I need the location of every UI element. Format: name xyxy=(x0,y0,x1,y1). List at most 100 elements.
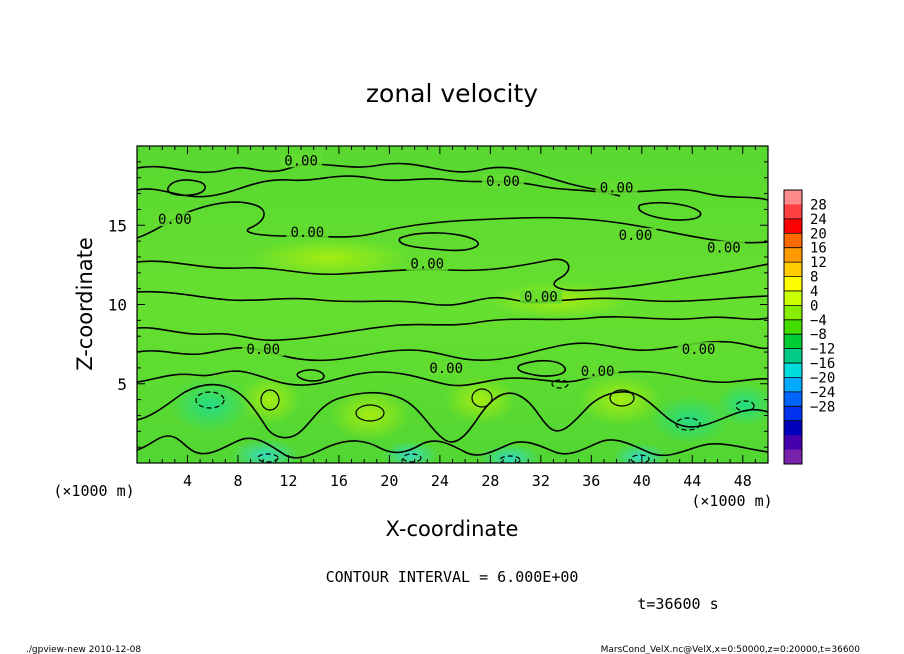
colorbar-tick-label: 20 xyxy=(810,226,827,242)
contour-label: 0.00 xyxy=(486,174,520,190)
x-tick-label: 24 xyxy=(431,472,449,490)
velocity-field-shading xyxy=(170,238,768,463)
contour-label: 0.00 xyxy=(429,361,463,377)
colorbar-tick-label: 16 xyxy=(810,241,827,257)
contour-label: 0.00 xyxy=(284,153,318,169)
contour-line xyxy=(638,202,702,221)
colorbar-swatch xyxy=(784,190,802,205)
colorbar-tick-label: −12 xyxy=(810,342,835,358)
colorbar-swatch xyxy=(784,276,802,292)
contour-label: 0.00 xyxy=(524,290,558,306)
colorbar-swatch xyxy=(784,233,802,249)
contour-label-bg xyxy=(286,224,329,239)
x-tick-label: 12 xyxy=(279,472,297,490)
contour-label-bg xyxy=(677,342,720,357)
contour-line xyxy=(137,258,768,292)
contour-line xyxy=(137,162,768,201)
colorbar-swatch xyxy=(784,348,802,364)
colorbar-swatch xyxy=(784,218,802,234)
contour-line xyxy=(137,316,768,342)
colorbar-tick-label: −28 xyxy=(810,399,835,415)
colorbar-swatch xyxy=(784,449,802,465)
contour-label-bg xyxy=(406,256,449,271)
colorbar-tick-label: −24 xyxy=(810,385,835,401)
x-axis-unit: (×1000 m) xyxy=(691,492,772,510)
colorbar-swatch xyxy=(784,305,802,321)
time-label: t=36600 s xyxy=(637,595,718,613)
colorbar-tick-label: −8 xyxy=(810,327,827,343)
x-axis-ticks: 4 8 12 16 20 24 28 32 36 40 44 48 xyxy=(149,146,756,490)
contour-label-bg xyxy=(153,212,196,227)
plot-area: 0.00 0.00 0.00 0.00 0.00 0.00 0.00 0.00 0.00 0.00… xyxy=(137,146,768,463)
colorbar-swatch xyxy=(784,406,802,422)
contour-label: 0.00 xyxy=(619,228,653,244)
colorbar-tick-label: 8 xyxy=(810,270,818,286)
contour-line xyxy=(517,359,566,377)
contour-line xyxy=(137,290,768,306)
y-tick-label: 5 xyxy=(117,375,127,394)
x-tick-label: 28 xyxy=(481,472,499,490)
contour-line xyxy=(137,370,768,387)
colorbar-tick-label: 4 xyxy=(810,284,818,300)
colorbar-frame xyxy=(783,189,803,465)
colorbar-tick-label: 24 xyxy=(810,212,827,228)
contour-label-bg xyxy=(614,227,657,242)
colorbar-tick-label: −4 xyxy=(810,313,827,329)
chart-title: zonal velocity xyxy=(366,79,538,108)
colorbar-swatch xyxy=(784,391,802,407)
colorbar-swatch xyxy=(784,334,802,350)
contour-label-bg xyxy=(280,153,323,168)
x-tick-label: 32 xyxy=(532,472,550,490)
y-axis-label: Z-coordinate xyxy=(73,237,97,371)
contour-lines-positive-inner xyxy=(260,388,635,422)
colorbar-swatch xyxy=(784,247,802,263)
x-tick-label: 4 xyxy=(183,472,192,490)
y-axis-ticks: 5 10 15 xyxy=(108,161,768,448)
contour-label: 0.00 xyxy=(158,212,192,228)
y-tick-label: 10 xyxy=(108,296,127,315)
colorbar-tick-label: 0 xyxy=(810,298,818,314)
x-tick-label: 48 xyxy=(734,472,752,490)
colorbar-tick-label: −20 xyxy=(810,370,835,386)
contour-line xyxy=(137,175,621,198)
x-tick-label: 36 xyxy=(582,472,600,490)
contour-line xyxy=(296,369,325,382)
contour-label-bg xyxy=(595,180,638,195)
footer-right: MarsCond_VelX.nc@VelX,x=0:50000,z=0:2000… xyxy=(601,645,861,654)
contour-label-bg xyxy=(576,364,619,379)
colorbar-swatch xyxy=(784,262,802,278)
contour-label: 0.00 xyxy=(410,256,444,272)
contour-label: 0.00 xyxy=(600,180,634,196)
x-tick-label: 8 xyxy=(233,472,242,490)
colorbar-tick-label: 28 xyxy=(810,197,827,213)
contour-interval: CONTOUR INTERVAL = 6.000E+00 xyxy=(326,568,579,586)
x-tick-label: 44 xyxy=(683,472,701,490)
contour-label-bg xyxy=(519,289,562,304)
contour-label-bg xyxy=(702,240,745,255)
x-axis-label: X-coordinate xyxy=(386,517,519,541)
contour-label: 0.00 xyxy=(581,364,615,380)
colorbar-tick-label: −16 xyxy=(810,356,835,372)
contour-line xyxy=(167,179,206,197)
contour-line xyxy=(137,201,768,244)
colorbar-swatch xyxy=(784,290,802,306)
contour-lines-negative xyxy=(195,379,755,463)
x-tick-label: 16 xyxy=(330,472,348,490)
contour-line xyxy=(137,435,768,459)
contour-label: 0.00 xyxy=(707,241,741,257)
contour-label-bg xyxy=(242,342,285,357)
colorbar-swatch xyxy=(784,420,802,436)
footer-left: ./gpview-new 2010-12-08 xyxy=(26,645,141,654)
contour-line xyxy=(137,383,768,443)
x-tick-label: 40 xyxy=(633,472,651,490)
contour-label: 0.00 xyxy=(291,225,325,241)
colorbar-swatch xyxy=(784,204,802,220)
contour-labels: 0.00 0.00 0.00 0.00 0.00 0.00 0.00 0.00 0.00 0.00… xyxy=(153,153,745,380)
x-tick-label: 20 xyxy=(380,472,398,490)
colorbar-tick-label: 12 xyxy=(810,255,827,271)
contour-lines xyxy=(137,162,768,459)
contour-label: 0.00 xyxy=(246,342,280,358)
colorbar-swatch xyxy=(784,435,802,451)
